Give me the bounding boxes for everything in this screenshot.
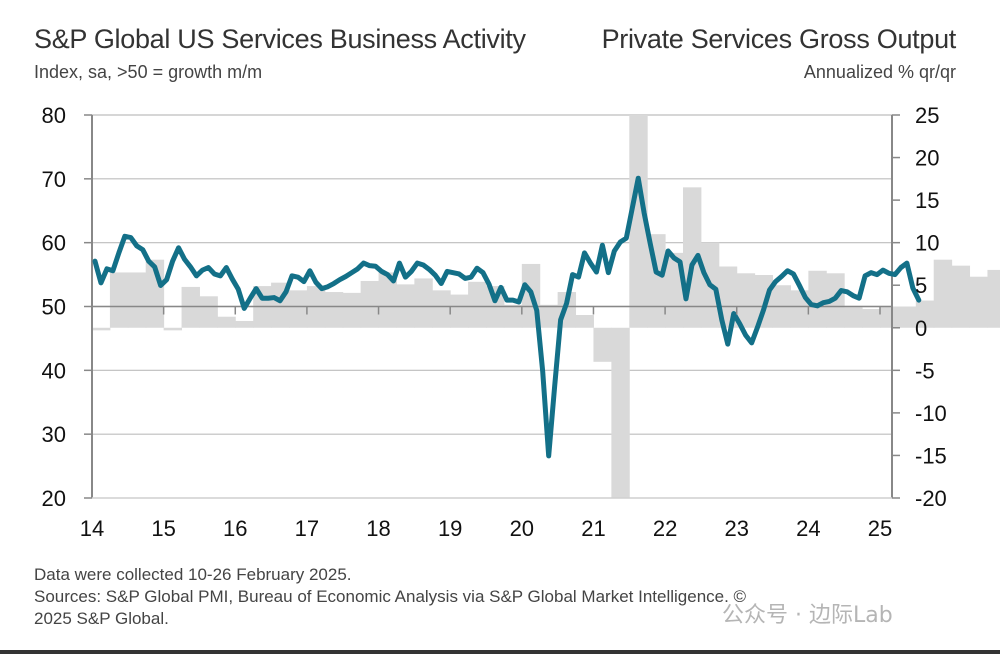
bar: [92, 327, 111, 331]
bar: [629, 115, 648, 328]
left-tick-label: 70: [42, 167, 66, 192]
bar: [880, 306, 899, 328]
left-tick-label: 50: [42, 295, 66, 320]
bar: [808, 270, 827, 328]
x-tick-label: 23: [724, 516, 748, 541]
bar: [539, 304, 559, 328]
business-activity-line: [92, 175, 922, 459]
footer-collection-note: Data were collected 10-26 February 2025.: [34, 565, 352, 584]
right-tick-label: 15: [915, 188, 939, 213]
bar: [235, 320, 254, 328]
bar: [289, 290, 308, 328]
bar: [414, 278, 433, 328]
right-axis-subtitle: Annualized % qr/qr: [803, 62, 956, 82]
right-tick-label: 25: [915, 103, 939, 128]
bar: [969, 276, 988, 328]
bar: [503, 304, 523, 328]
bar: [450, 294, 469, 328]
x-tick-label: 17: [295, 516, 319, 541]
left-axis-ticks: 80 70 60 50 40 30 20: [42, 103, 92, 511]
right-axis-ticks: 25 20 15 10 5 0 -5 -10 -15 -20: [892, 103, 947, 511]
x-tick-label: 14: [80, 516, 104, 541]
bottom-border: [0, 650, 1000, 654]
axes: [91, 115, 893, 499]
bar: [109, 272, 129, 328]
bar: [360, 280, 380, 328]
left-tick-label: 20: [42, 486, 66, 511]
bar: [181, 286, 200, 328]
bar: [378, 272, 397, 328]
left-tick-label: 40: [42, 358, 66, 383]
right-tick-label: 0: [915, 316, 927, 341]
bar: [324, 292, 344, 328]
left-tick-label: 60: [42, 231, 66, 256]
bar: [217, 316, 236, 328]
x-axis-ticks: 14 15 16 17 18 19 20 21 22 23 24 25: [80, 306, 892, 541]
bar: [736, 273, 756, 328]
bar: [844, 307, 863, 328]
right-tick-label: -15: [915, 443, 947, 468]
bar: [665, 252, 684, 328]
x-tick-label: 20: [510, 516, 534, 541]
right-tick-label: -10: [915, 401, 947, 426]
bar: [199, 296, 218, 328]
bar: [575, 315, 594, 328]
gross-output-bars: [92, 115, 1000, 498]
bar: [933, 259, 953, 328]
x-tick-label: 19: [438, 516, 462, 541]
x-tick-label: 21: [581, 516, 605, 541]
bar: [897, 306, 917, 328]
bar: [951, 265, 971, 328]
x-tick-label: 24: [796, 516, 820, 541]
bar: [342, 292, 362, 328]
bar: [432, 290, 451, 328]
left-tick-label: 30: [42, 422, 66, 447]
right-axis-title: Private Services Gross Output: [601, 24, 957, 54]
x-tick-label: 22: [653, 516, 677, 541]
bar: [593, 327, 612, 362]
x-tick-label: 16: [223, 516, 247, 541]
bar: [987, 269, 1000, 328]
business-activity-series-line: [92, 175, 922, 459]
footer-sources: Sources: S&P Global PMI, Bureau of Econo…: [34, 587, 747, 606]
bar: [163, 327, 183, 331]
bar: [127, 272, 147, 328]
bar: [862, 309, 881, 328]
footer-copyright: 2025 S&P Global.: [34, 609, 169, 628]
bar: [468, 281, 487, 328]
bar: [915, 300, 935, 328]
bar: [611, 327, 630, 498]
right-tick-label: 20: [915, 146, 939, 171]
left-axis-title: S&P Global US Services Business Activity: [34, 24, 526, 54]
left-axis-subtitle: Index, sa, >50 = growth m/m: [34, 62, 263, 82]
footer-notes: Data were collected 10-26 February 2025.…: [34, 564, 746, 630]
right-tick-label: -20: [915, 486, 947, 511]
x-tick-label: 18: [366, 516, 390, 541]
left-tick-label: 80: [42, 103, 66, 128]
right-tick-label: 5: [915, 273, 927, 298]
watermark: 公众号 · 边际Lab: [722, 603, 893, 628]
x-tick-label: 15: [151, 516, 175, 541]
right-tick-label: -5: [915, 358, 935, 383]
right-tick-label: 10: [915, 231, 939, 256]
x-tick-label: 25: [868, 516, 892, 541]
